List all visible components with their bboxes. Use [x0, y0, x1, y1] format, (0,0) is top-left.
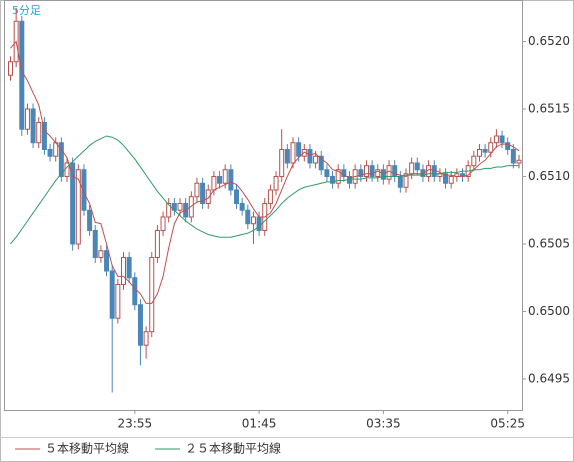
candle-body — [205, 189, 211, 204]
candle-body — [431, 165, 437, 177]
legend-label: ５本移動平均線 — [45, 441, 129, 456]
candle-body — [92, 229, 98, 258]
candle-body — [41, 121, 47, 150]
candle-body — [499, 135, 505, 144]
candle-body — [493, 135, 499, 144]
candle-body — [36, 121, 42, 144]
candle-body — [363, 165, 369, 177]
candle-body — [160, 216, 166, 231]
candle-body — [318, 155, 324, 171]
candle-body — [414, 162, 420, 171]
candle-body — [194, 182, 200, 198]
candle-body — [143, 331, 149, 346]
candle-body — [482, 148, 488, 153]
candle-body — [98, 250, 104, 258]
candle-body — [397, 175, 403, 188]
candle-body — [200, 182, 206, 204]
x-tick-label: 05:25 — [490, 417, 525, 431]
candle-body — [510, 148, 516, 164]
ma-line — [10, 40, 520, 304]
legend-label: ２５本移動平均線 — [185, 441, 281, 456]
y-tick-label: 0.6515 — [528, 101, 570, 115]
candle-body — [132, 277, 138, 306]
candle-body — [188, 196, 194, 218]
candle-body — [471, 155, 477, 167]
ma-line — [10, 135, 519, 245]
candle-body — [488, 142, 494, 153]
candle-body — [121, 256, 126, 285]
candle-body — [279, 148, 285, 177]
candle-body — [211, 175, 217, 191]
candle-body — [476, 148, 482, 157]
candle-body — [239, 202, 245, 211]
candle-body — [104, 250, 110, 272]
candle-body — [273, 175, 279, 191]
candle-body — [358, 169, 364, 177]
x-tick-label: 03:35 — [366, 417, 401, 431]
candle-body — [256, 216, 262, 231]
candle-body — [284, 148, 290, 164]
candle-body — [228, 169, 234, 191]
candle-body — [392, 165, 398, 177]
candle-body — [245, 209, 251, 225]
candle-body — [234, 189, 239, 204]
y-tick-label: 0.6495 — [528, 371, 570, 385]
y-tick-label: 0.6500 — [528, 304, 570, 318]
candle-body — [409, 162, 415, 175]
candle-body — [307, 148, 313, 164]
candle-body — [58, 142, 64, 177]
y-tick-label: 0.6520 — [528, 34, 570, 48]
candle-body — [296, 142, 302, 157]
candle-body — [267, 189, 273, 204]
candle-body — [154, 229, 160, 258]
candle-body — [24, 108, 30, 130]
y-tick-label: 0.6510 — [528, 169, 570, 183]
candle-body — [516, 159, 522, 164]
candle-body — [8, 61, 13, 76]
candle-body — [19, 20, 25, 130]
x-tick-label: 01:45 — [242, 417, 277, 431]
candle-body — [149, 256, 155, 333]
candle-body — [380, 169, 386, 180]
candle-body — [330, 175, 336, 184]
candle-body — [403, 173, 409, 188]
chart-title: 5分足 — [12, 4, 41, 17]
candle-body — [137, 304, 143, 346]
x-tick-label: 23:55 — [118, 417, 153, 431]
candle-body — [166, 202, 172, 218]
candle-body — [75, 169, 81, 245]
candle-body — [313, 155, 319, 164]
candle-body — [70, 162, 76, 245]
candle-body — [420, 169, 426, 177]
candle-body — [47, 148, 53, 157]
candle-body — [448, 175, 454, 184]
candle-body — [250, 216, 256, 225]
candle-body — [443, 173, 449, 184]
candle-body — [217, 175, 223, 184]
candle-body — [375, 169, 381, 177]
candle-body — [222, 169, 228, 184]
candle-body — [335, 169, 341, 184]
candle-body — [115, 283, 121, 319]
candle-body — [369, 165, 375, 177]
candle-body — [177, 202, 183, 211]
y-tick-label: 0.6505 — [528, 236, 570, 250]
candle-body — [87, 209, 93, 231]
candle-body — [324, 169, 330, 177]
candle-body — [386, 165, 392, 180]
candle-body — [30, 108, 36, 144]
candle-body — [290, 142, 296, 164]
candle-body — [81, 169, 87, 211]
candle-body — [126, 256, 132, 279]
candle-body — [505, 142, 511, 150]
candle-body — [109, 270, 115, 319]
